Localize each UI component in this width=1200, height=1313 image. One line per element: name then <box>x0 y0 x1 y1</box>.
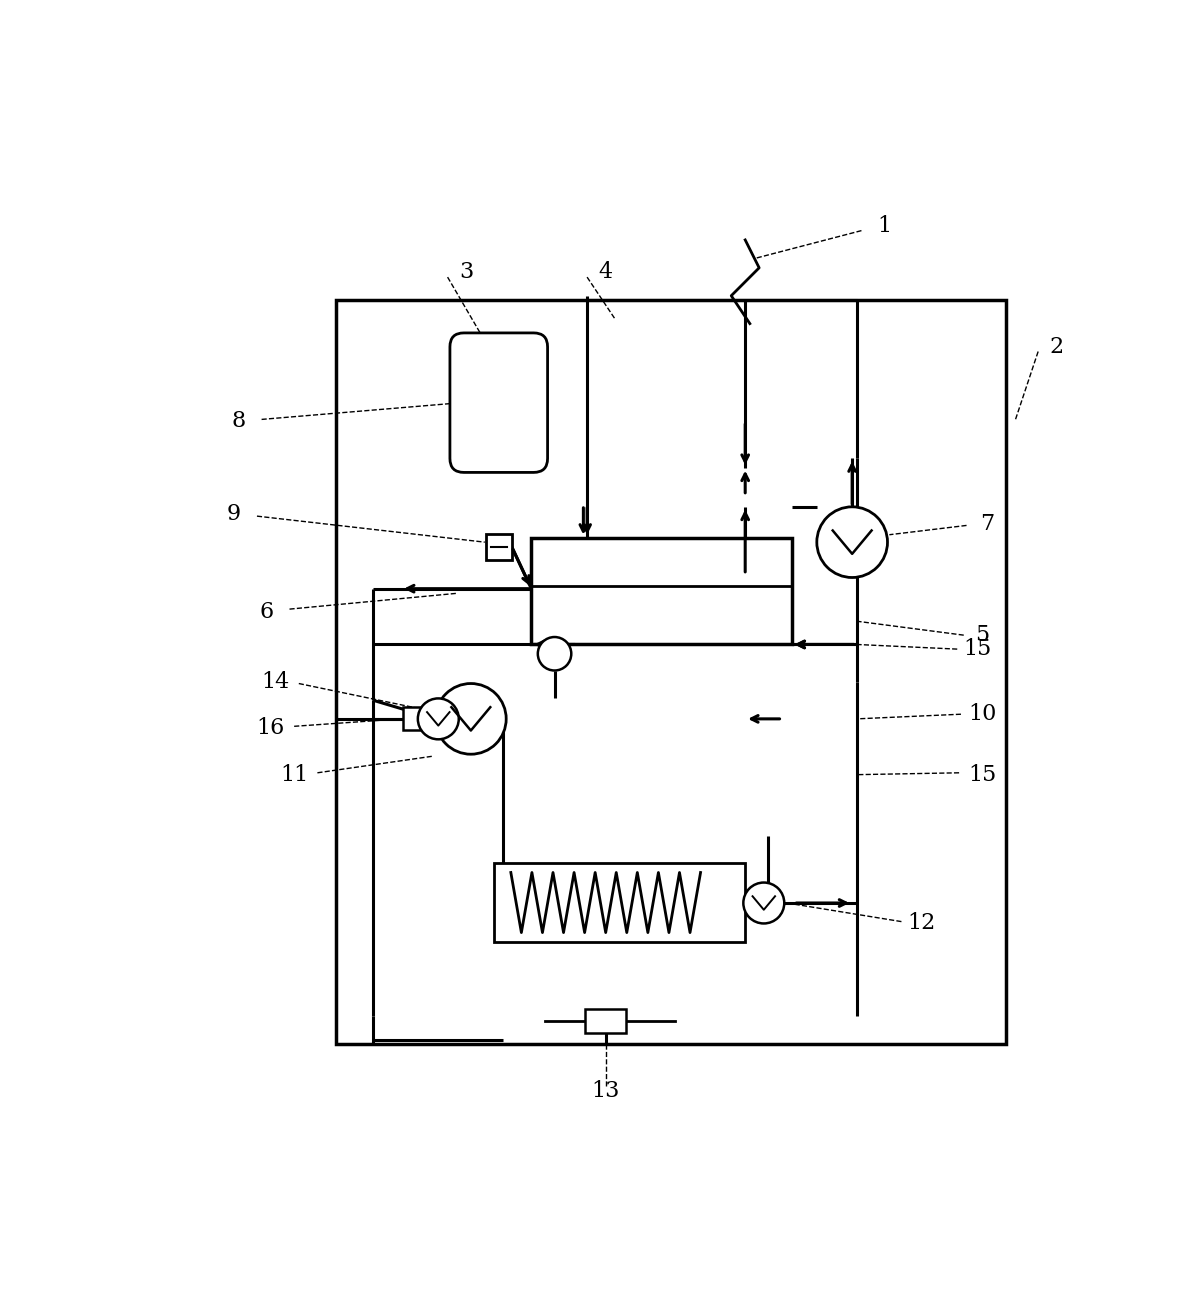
Text: 2: 2 <box>1050 336 1064 358</box>
Text: 10: 10 <box>968 704 996 725</box>
Text: 13: 13 <box>592 1079 620 1102</box>
Text: 3: 3 <box>460 261 473 284</box>
Circle shape <box>817 507 888 578</box>
Text: 7: 7 <box>980 512 994 534</box>
Circle shape <box>418 699 458 739</box>
Bar <box>486 534 511 559</box>
Bar <box>494 863 745 941</box>
Text: 16: 16 <box>257 717 286 739</box>
Text: 5: 5 <box>976 624 990 646</box>
Text: 15: 15 <box>968 764 996 785</box>
Bar <box>586 1008 626 1033</box>
Text: 9: 9 <box>227 503 241 525</box>
Text: 14: 14 <box>262 671 289 693</box>
Text: 15: 15 <box>964 638 992 660</box>
Bar <box>532 537 792 645</box>
Text: 6: 6 <box>259 601 274 622</box>
Text: 11: 11 <box>280 764 308 785</box>
Text: 12: 12 <box>907 913 936 935</box>
Text: 1: 1 <box>877 215 892 236</box>
Circle shape <box>436 684 506 754</box>
Bar <box>403 708 427 730</box>
Circle shape <box>743 882 785 923</box>
Circle shape <box>538 637 571 671</box>
Text: 8: 8 <box>232 410 246 432</box>
FancyBboxPatch shape <box>450 334 547 473</box>
Bar <box>336 301 1006 1044</box>
Text: 4: 4 <box>599 261 613 284</box>
